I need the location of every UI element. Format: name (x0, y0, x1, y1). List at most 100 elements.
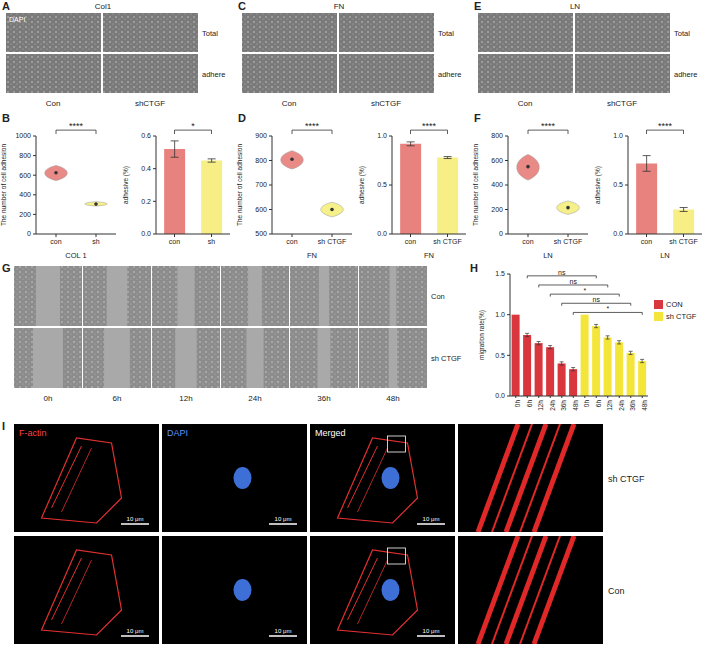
svg-text:10 μm: 10 μm (275, 628, 292, 634)
svg-text:0.0: 0.0 (495, 392, 505, 399)
svg-text:sh CTGF: sh CTGF (431, 354, 462, 363)
svg-text:The number of cell adhesion: The number of cell adhesion (236, 144, 243, 226)
svg-text:0.0: 0.0 (377, 230, 387, 237)
svg-text:*: * (583, 287, 586, 294)
svg-text:con: con (169, 238, 180, 245)
svg-text:48h: 48h (386, 394, 399, 403)
svg-text:10 μm: 10 μm (127, 516, 144, 522)
svg-text:Total: Total (674, 29, 690, 38)
svg-text:0: 0 (499, 230, 503, 237)
svg-text:0h: 0h (44, 394, 53, 403)
svg-text:Merged: Merged (315, 428, 346, 438)
svg-text:36h: 36h (317, 394, 330, 403)
svg-text:adhesive (%): adhesive (%) (358, 166, 366, 204)
svg-text:600: 600 (19, 172, 31, 179)
svg-text:LN: LN (660, 251, 670, 260)
svg-text:1000: 1000 (15, 132, 31, 139)
svg-text:sh CTGF: sh CTGF (318, 238, 346, 245)
svg-text:The number of cell adhesion: The number of cell adhesion (472, 144, 479, 226)
svg-text:0.5: 0.5 (613, 181, 623, 188)
svg-text:F-actin: F-actin (19, 428, 47, 438)
svg-text:6h: 6h (113, 394, 122, 403)
svg-text:800: 800 (19, 152, 31, 159)
svg-text:ns: ns (570, 278, 578, 285)
svg-text:****: **** (541, 121, 556, 131)
svg-text:Con: Con (282, 99, 297, 108)
svg-text:500: 500 (255, 230, 267, 237)
svg-text:6h: 6h (526, 400, 533, 408)
svg-text:1.0: 1.0 (377, 132, 387, 139)
svg-text:Total: Total (438, 29, 454, 38)
svg-text:shCTGF: shCTGF (135, 99, 165, 108)
svg-text:Total: Total (202, 29, 218, 38)
svg-text:COL 1: COL 1 (65, 251, 86, 260)
svg-text:****: **** (658, 121, 673, 131)
svg-text:migration rate(%): migration rate(%) (478, 310, 486, 360)
svg-text:adhesive (%): adhesive (%) (594, 166, 602, 204)
svg-text:adhere: adhere (674, 70, 697, 79)
svg-text:con: con (522, 238, 533, 245)
svg-text:48h: 48h (572, 400, 579, 411)
svg-text:D: D (238, 112, 246, 124)
svg-text:shCTGF: shCTGF (371, 99, 401, 108)
svg-text:sh: sh (208, 238, 216, 245)
svg-text:Con: Con (608, 586, 625, 596)
svg-text:12h: 12h (606, 400, 613, 411)
svg-text:con: con (286, 238, 297, 245)
svg-text:Con: Con (46, 99, 61, 108)
svg-text:****: **** (305, 121, 320, 131)
svg-text:1.0: 1.0 (495, 311, 505, 318)
svg-text:200: 200 (19, 211, 31, 218)
svg-text:sh CTGF: sh CTGF (433, 238, 461, 245)
svg-text:Con: Con (518, 99, 533, 108)
svg-text:sh CTGF: sh CTGF (608, 474, 645, 484)
svg-text:ns: ns (593, 296, 601, 303)
svg-text:900: 900 (255, 132, 267, 139)
svg-text:0.2: 0.2 (141, 198, 151, 205)
svg-text:700: 700 (255, 181, 267, 188)
svg-text:0.0: 0.0 (613, 230, 623, 237)
svg-text:Con: Con (431, 292, 445, 301)
svg-text:10 μm: 10 μm (275, 516, 292, 522)
svg-text:H: H (470, 262, 478, 274)
svg-text:6h: 6h (595, 400, 602, 408)
svg-text:A: A (2, 0, 10, 12)
svg-text:C: C (238, 0, 246, 12)
svg-text:10 μm: 10 μm (423, 628, 440, 634)
svg-text:B: B (2, 112, 10, 124)
svg-text:adhesive (%): adhesive (%) (122, 166, 130, 204)
svg-text:Col1: Col1 (95, 2, 112, 11)
svg-text:shCTGF: shCTGF (607, 99, 637, 108)
svg-text:200: 200 (491, 206, 503, 213)
svg-text:1.5: 1.5 (495, 270, 505, 277)
svg-text:800: 800 (255, 157, 267, 164)
svg-text:LN: LN (543, 251, 553, 260)
svg-text:LN: LN (570, 2, 580, 11)
svg-text:800: 800 (491, 132, 503, 139)
svg-text:adhere: adhere (438, 70, 461, 79)
svg-text:0h: 0h (514, 400, 521, 408)
svg-text:400: 400 (491, 181, 503, 188)
svg-text:0h: 0h (583, 400, 590, 408)
svg-text:DAPI: DAPI (9, 16, 25, 23)
svg-text:10 μm: 10 μm (127, 628, 144, 634)
svg-text:0.6: 0.6 (141, 132, 151, 139)
svg-text:E: E (474, 0, 481, 12)
svg-text:1.0: 1.0 (613, 132, 623, 139)
svg-text:48h: 48h (641, 400, 648, 411)
svg-text:12h: 12h (179, 394, 192, 403)
svg-text:*: * (191, 121, 195, 131)
svg-text:sh CTGF: sh CTGF (554, 238, 582, 245)
svg-text:sh CTGF: sh CTGF (669, 238, 697, 245)
svg-text:10 μm: 10 μm (423, 516, 440, 522)
svg-text:24h: 24h (618, 400, 625, 411)
svg-text:ns: ns (558, 269, 566, 276)
svg-text:600: 600 (255, 206, 267, 213)
svg-text:FN: FN (424, 251, 434, 260)
svg-text:con: con (50, 238, 61, 245)
svg-text:12h: 12h (537, 400, 544, 411)
svg-text:****: **** (422, 121, 437, 131)
svg-text:0.0: 0.0 (141, 230, 151, 237)
svg-text:The number of cell adhesion: The number of cell adhesion (0, 144, 7, 226)
svg-text:24h: 24h (248, 394, 261, 403)
